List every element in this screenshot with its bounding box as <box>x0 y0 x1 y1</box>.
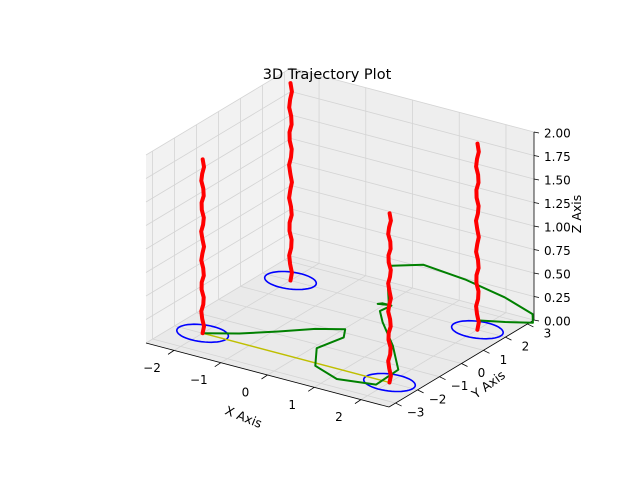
z-gridline-back <box>290 255 535 321</box>
z-tick <box>533 131 540 134</box>
z-gridline-left <box>145 138 292 226</box>
z-gridline-left <box>145 208 292 297</box>
z-tick <box>533 155 540 157</box>
z-gridline-back <box>290 114 535 180</box>
data-marks <box>175 81 534 393</box>
x-tick-label: −1 <box>190 373 208 387</box>
boundary-circle <box>263 270 318 291</box>
z-gridline-left <box>145 67 292 156</box>
y-tick-label: −1 <box>451 379 469 393</box>
z-gridline-left <box>145 91 292 179</box>
z-gridline-left <box>145 185 292 273</box>
z-tick-label: 0.00 <box>544 315 571 329</box>
z-tick <box>533 319 540 322</box>
y-tick-label: 0 <box>478 366 486 380</box>
y-gridline-floor <box>240 285 484 351</box>
z-gridline-back <box>290 208 535 274</box>
z-gridline-left <box>145 232 292 320</box>
z-tick-label: 1.50 <box>544 174 571 188</box>
z-tick-label: 1.75 <box>544 150 571 164</box>
x-tick <box>308 386 315 392</box>
boundary-circle <box>175 323 230 344</box>
y-tick-label: −3 <box>407 406 425 420</box>
x-tick-label: 2 <box>335 410 343 424</box>
y-tick <box>483 349 490 354</box>
z-gridline-back <box>290 67 535 133</box>
axis-lines <box>145 131 540 408</box>
z-tick <box>533 272 540 275</box>
boundary-circle <box>450 319 505 340</box>
y-tick-label: −2 <box>429 392 447 406</box>
y-gridline-floor <box>218 299 462 364</box>
z-gridline-left <box>145 114 292 203</box>
x-tick-label: 1 <box>288 398 296 412</box>
trajectory-line <box>202 263 534 386</box>
chart-title: 3D Trajectory Plot <box>263 67 392 83</box>
y-gridline-floor <box>196 312 440 378</box>
z-tick-label: 2.00 <box>544 127 571 141</box>
x-tick <box>354 399 362 404</box>
y-tick <box>439 376 446 381</box>
gridlines <box>145 67 535 404</box>
x-tick <box>214 362 221 368</box>
x-axis-label: X Axis <box>223 403 264 431</box>
z-axis-label: Z Axis <box>569 195 584 233</box>
z-tick <box>533 225 540 228</box>
vertical-pillar <box>287 81 294 283</box>
x-tick-label: −2 <box>143 361 161 375</box>
vertical-pillar <box>473 141 481 332</box>
y-tick <box>395 402 402 407</box>
straight-segment <box>202 332 390 384</box>
x-tick <box>261 374 268 380</box>
y-tick-label: 1 <box>500 353 508 367</box>
x-tick <box>167 350 175 355</box>
vertical-pillar <box>386 211 393 385</box>
z-tick-label: 1.25 <box>544 197 571 211</box>
z-tick <box>533 249 540 251</box>
x-tick-label: 0 <box>242 386 250 400</box>
z-gridline-left <box>145 161 292 250</box>
z-gridline-left <box>145 255 292 344</box>
y-gridline-floor <box>152 338 396 404</box>
z-tick-label: 1.00 <box>544 221 571 235</box>
y-tick-label: 2 <box>522 340 530 354</box>
z-tick-label: 0.25 <box>544 291 571 305</box>
z-gridline-back <box>290 138 535 203</box>
z-tick <box>533 296 540 298</box>
y-tick <box>461 363 468 367</box>
z-tick <box>533 202 540 204</box>
z-tick <box>533 178 540 181</box>
z-gridline-back <box>290 161 535 227</box>
z-gridline-back <box>290 91 535 156</box>
y-tick <box>527 323 534 328</box>
y-tick-label: 3 <box>544 327 552 341</box>
y-axis-label: Y Axis <box>468 367 508 402</box>
y-tick <box>505 336 512 341</box>
z-gridline-back <box>290 185 535 250</box>
y-tick <box>417 389 424 394</box>
vertical-pillar <box>199 157 207 336</box>
y-gridline-floor <box>284 259 528 325</box>
z-tick-label: 0.75 <box>544 244 571 258</box>
z-tick-label: 0.50 <box>544 268 571 282</box>
